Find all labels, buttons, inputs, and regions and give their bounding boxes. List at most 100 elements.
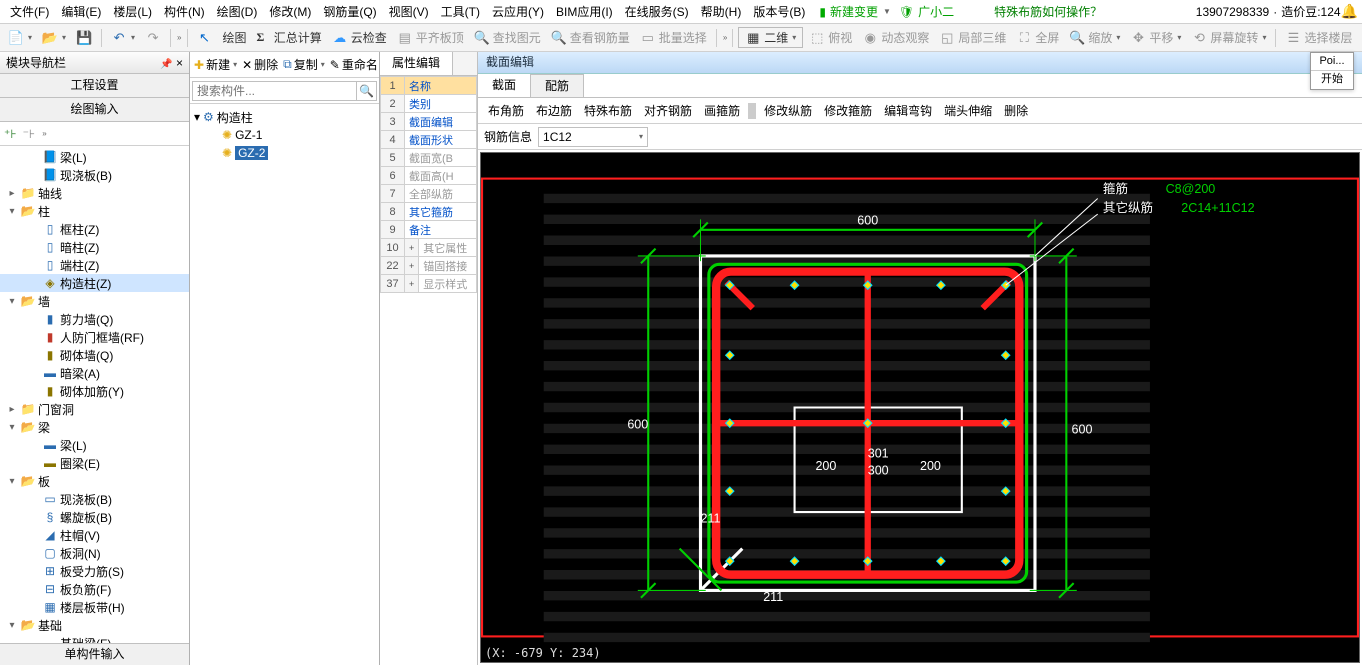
tree-root[interactable]: 构造柱 bbox=[217, 109, 253, 126]
save-button[interactable]: 💾 bbox=[72, 28, 96, 48]
property-row[interactable]: 7全部纵筋 bbox=[381, 185, 477, 203]
batch-select-button[interactable]: ▭批量选择 bbox=[636, 27, 711, 48]
property-row[interactable]: 8其它箍筋 bbox=[381, 203, 477, 221]
nav-item[interactable]: ◢柱帽(V) bbox=[0, 526, 189, 544]
menu-cloud[interactable]: 云应用(Y) bbox=[486, 3, 550, 20]
property-row[interactable]: 5截面宽(B bbox=[381, 149, 477, 167]
property-row[interactable]: 9备注 bbox=[381, 221, 477, 239]
nav-item[interactable]: ▮砌体墙(Q) bbox=[0, 346, 189, 364]
menu-floor[interactable]: 楼层(L) bbox=[107, 3, 158, 20]
new-change-button[interactable]: ▮新建变更▼ bbox=[819, 3, 891, 20]
menu-online[interactable]: 在线服务(S) bbox=[619, 3, 695, 20]
collapse-icon[interactable]: ⁻⊦ bbox=[23, 127, 36, 141]
editor-tool[interactable]: 修改箍筋 bbox=[820, 102, 876, 119]
editor-tool[interactable]: 画箍筋 bbox=[700, 102, 744, 119]
user-badge[interactable]: 🛡广小二 bbox=[899, 3, 954, 20]
nav-item[interactable]: ▬圈梁(E) bbox=[0, 454, 189, 472]
menu-member[interactable]: 构件(N) bbox=[158, 3, 211, 20]
nav-item[interactable]: 📘梁(L) bbox=[0, 148, 189, 166]
floating-poi-panel[interactable]: Poi... 开始 bbox=[1310, 52, 1354, 90]
collapse-icon[interactable]: ▾ bbox=[194, 110, 200, 124]
nav-tree[interactable]: 📘梁(L)📘现浇板(B)▸📁轴线▾📂柱▯框柱(Z)▯暗柱(Z)▯端柱(Z)◈构造… bbox=[0, 146, 189, 643]
close-icon[interactable]: × bbox=[176, 56, 183, 70]
menu-draw[interactable]: 绘图(D) bbox=[211, 3, 264, 20]
tab-property-edit[interactable]: 属性编辑 bbox=[380, 52, 453, 75]
dynamic-view-button[interactable]: ◉动态观察 bbox=[858, 27, 933, 48]
menu-help[interactable]: 帮助(H) bbox=[695, 3, 748, 20]
tab-section[interactable]: 截面 bbox=[478, 74, 530, 97]
tab-project-settings[interactable]: 工程设置 bbox=[0, 74, 189, 97]
editor-tool[interactable]: 布边筋 bbox=[532, 102, 576, 119]
menu-edit[interactable]: 编辑(E) bbox=[55, 3, 107, 20]
member-tree[interactable]: ▾⚙构造柱 ✺GZ-1 ✺GZ-2 bbox=[190, 104, 379, 665]
menu-bim[interactable]: BIM应用(I) bbox=[550, 3, 619, 20]
nav-item[interactable]: ▮剪力墙(Q) bbox=[0, 310, 189, 328]
pin-icon[interactable]: 📌 bbox=[160, 59, 172, 70]
property-row[interactable]: 2类别 bbox=[381, 95, 477, 113]
property-row[interactable]: 1名称 bbox=[381, 77, 477, 95]
nav-item[interactable]: ▯框柱(Z) bbox=[0, 220, 189, 238]
menu-rebar[interactable]: 钢筋量(Q) bbox=[317, 3, 382, 20]
sum-button[interactable]: Σ 汇总计算 bbox=[253, 27, 326, 48]
tab-single-member[interactable]: 单构件输入 bbox=[0, 643, 189, 665]
nav-item[interactable]: ▾📂柱 bbox=[0, 202, 189, 220]
tab-rebar[interactable]: 配筋 bbox=[530, 74, 584, 97]
nav-item[interactable]: ▬梁(L) bbox=[0, 436, 189, 454]
tree-item-gz2[interactable]: GZ-2 bbox=[235, 146, 268, 160]
zoom-button[interactable]: 🔍缩放▾ bbox=[1065, 27, 1124, 48]
nav-item[interactable]: ⊟板负筋(F) bbox=[0, 580, 189, 598]
pan-view-button[interactable]: ⬚俯视 bbox=[805, 27, 856, 48]
nav-item[interactable]: ▾📂板 bbox=[0, 472, 189, 490]
menu-version[interactable]: 版本号(B) bbox=[747, 3, 811, 20]
draw-button[interactable]: 绘图 bbox=[219, 27, 251, 48]
nav-item[interactable]: §螺旋板(B) bbox=[0, 508, 189, 526]
search-button[interactable]: 🔍 bbox=[357, 81, 377, 101]
pointer-button[interactable]: ↖ bbox=[193, 28, 217, 48]
property-row[interactable]: 22+锚固搭接 bbox=[381, 257, 477, 275]
open-button[interactable]: 📂▾ bbox=[38, 28, 70, 48]
view-2d-select[interactable]: ▦二维▾ bbox=[738, 27, 803, 48]
move-button[interactable]: ✥平移▾ bbox=[1126, 27, 1185, 48]
rebar-info-select[interactable]: 1C12▾ bbox=[538, 127, 648, 147]
nav-item[interactable]: ▯暗柱(Z) bbox=[0, 238, 189, 256]
editor-tool[interactable]: 端头伸缩 bbox=[940, 102, 996, 119]
expand-icon[interactable]: ⁺⊦ bbox=[4, 127, 17, 141]
nav-item[interactable]: ▾📂墙 bbox=[0, 292, 189, 310]
align-top-button[interactable]: ▤平齐板顶 bbox=[393, 27, 468, 48]
view-rebar-button[interactable]: 🔍查看钢筋量 bbox=[547, 27, 634, 48]
property-row[interactable]: 4截面形状 bbox=[381, 131, 477, 149]
nav-item[interactable]: ▬基础梁(F) bbox=[0, 634, 189, 643]
nav-item[interactable]: ▸📁门窗洞 bbox=[0, 400, 189, 418]
nav-item[interactable]: ▬暗梁(A) bbox=[0, 364, 189, 382]
nav-item[interactable]: ▮砌体加筋(Y) bbox=[0, 382, 189, 400]
property-table[interactable]: 1名称2类别3截面编辑4截面形状5截面宽(B6截面高(H7全部纵筋8其它箍筋9备… bbox=[380, 76, 477, 293]
section-canvas[interactable]: 600600600200301300200211211箍筋C8@200其它纵筋2… bbox=[480, 152, 1360, 663]
redo-button[interactable]: ↷ bbox=[141, 28, 165, 48]
property-row[interactable]: 10+其它属性 bbox=[381, 239, 477, 257]
nav-item[interactable]: ⊞板受力筋(S) bbox=[0, 562, 189, 580]
editor-tool[interactable]: 布角筋 bbox=[484, 102, 528, 119]
tree-item-gz1[interactable]: GZ-1 bbox=[235, 128, 262, 142]
property-row[interactable]: 37+显示样式 bbox=[381, 275, 477, 293]
nav-item[interactable]: ▢板洞(N) bbox=[0, 544, 189, 562]
editor-tool[interactable]: 特殊布筋 bbox=[580, 102, 636, 119]
menu-tools[interactable]: 工具(T) bbox=[435, 3, 486, 20]
nav-item[interactable]: ▾📂基础 bbox=[0, 616, 189, 634]
rotate-button[interactable]: ⟲屏幕旋转▾ bbox=[1187, 27, 1270, 48]
nav-item[interactable]: ▮人防门框墙(RF) bbox=[0, 328, 189, 346]
menu-view[interactable]: 视图(V) bbox=[383, 3, 435, 20]
search-input[interactable] bbox=[192, 81, 357, 101]
menu-file[interactable]: 文件(F) bbox=[4, 3, 55, 20]
poi-start[interactable]: 开始 bbox=[1311, 71, 1353, 89]
new-member-button[interactable]: ✚新建▾ bbox=[192, 56, 239, 73]
property-row[interactable]: 3截面编辑 bbox=[381, 113, 477, 131]
new-file-button[interactable]: 📄▾ bbox=[4, 28, 36, 48]
fullscreen-button[interactable]: ⛶全屏 bbox=[1012, 27, 1063, 48]
rename-button[interactable]: ✎重命名 bbox=[328, 56, 379, 73]
copy-member-button[interactable]: ⧉复制▾ bbox=[281, 56, 327, 73]
tab-draw-input[interactable]: 绘图输入 bbox=[0, 98, 189, 121]
editor-tool[interactable]: 删除 bbox=[1000, 102, 1032, 119]
nav-item[interactable]: ▾📂梁 bbox=[0, 418, 189, 436]
undo-button[interactable]: ↶▾ bbox=[107, 28, 139, 48]
nav-item[interactable]: ◈构造柱(Z) bbox=[0, 274, 189, 292]
